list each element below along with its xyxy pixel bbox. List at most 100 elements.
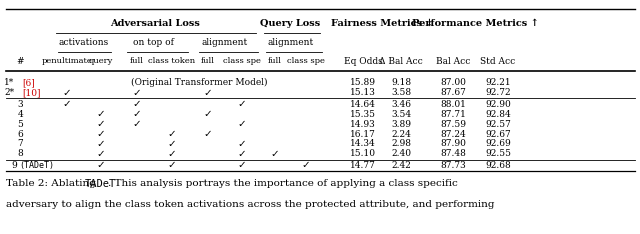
Text: 87.48: 87.48: [440, 150, 466, 158]
Text: alignment: alignment: [202, 38, 248, 47]
Text: 92.72: 92.72: [485, 88, 511, 97]
Text: 92.57: 92.57: [485, 120, 511, 128]
Text: [6]: [6]: [22, 78, 35, 87]
Text: 3.46: 3.46: [391, 100, 412, 109]
Text: 4: 4: [18, 110, 23, 119]
Text: 87.24: 87.24: [440, 130, 466, 139]
Text: ✓: ✓: [96, 129, 105, 139]
Text: full: full: [129, 57, 143, 65]
Text: 87.71: 87.71: [440, 110, 466, 119]
Text: ✓: ✓: [96, 119, 105, 129]
Text: 87.59: 87.59: [440, 120, 466, 128]
Text: 2.98: 2.98: [391, 139, 412, 148]
Text: 92.55: 92.55: [485, 150, 511, 158]
Text: class spe: class spe: [287, 57, 325, 65]
Text: ✓: ✓: [96, 149, 105, 159]
Text: 92.84: 92.84: [485, 110, 511, 119]
Text: ✓: ✓: [96, 109, 105, 119]
Text: 92.68: 92.68: [485, 161, 511, 170]
Text: ✓: ✓: [132, 88, 141, 98]
Text: Table 2: Ablating: Table 2: Ablating: [6, 179, 100, 188]
Text: ✓: ✓: [63, 88, 72, 98]
Text: ✓: ✓: [237, 99, 246, 109]
Text: (TADeT): (TADeT): [19, 161, 54, 170]
Text: ✓: ✓: [167, 129, 176, 139]
Text: ✓: ✓: [96, 139, 105, 149]
Text: 15.13: 15.13: [350, 88, 376, 97]
Text: 3.89: 3.89: [391, 120, 412, 128]
Text: 15.10: 15.10: [350, 150, 376, 158]
Text: Performance Metrics ↑: Performance Metrics ↑: [412, 19, 539, 28]
Text: adversary to align the class token activations across the protected attribute, a: adversary to align the class token activ…: [6, 200, 495, 208]
Text: 9: 9: [12, 161, 17, 170]
Text: 88.01: 88.01: [440, 100, 466, 109]
Text: 14.77: 14.77: [350, 161, 376, 170]
Text: ✓: ✓: [204, 88, 212, 98]
Text: 2.42: 2.42: [391, 161, 412, 170]
Text: 3: 3: [18, 100, 23, 109]
Text: query: query: [88, 57, 113, 65]
Text: 87.00: 87.00: [440, 78, 466, 87]
Text: 15.35: 15.35: [350, 110, 376, 119]
Text: ✓: ✓: [63, 99, 72, 109]
Text: ✓: ✓: [237, 119, 246, 129]
Text: TADeT: TADeT: [84, 179, 116, 189]
Text: ✓: ✓: [132, 99, 141, 109]
Text: 8: 8: [18, 150, 23, 158]
Text: 3.58: 3.58: [391, 88, 412, 97]
Text: 92.21: 92.21: [485, 78, 511, 87]
Text: 16.17: 16.17: [350, 130, 376, 139]
Text: 7: 7: [18, 139, 23, 148]
Text: 14.93: 14.93: [350, 120, 376, 128]
Text: 14.64: 14.64: [350, 100, 376, 109]
Text: 87.67: 87.67: [440, 88, 466, 97]
Text: class spe: class spe: [223, 57, 261, 65]
Text: 1*: 1*: [4, 78, 14, 87]
Text: Bal Acc: Bal Acc: [436, 57, 470, 66]
Text: ✓: ✓: [167, 139, 176, 149]
Text: ✓: ✓: [237, 139, 246, 149]
Text: ✓: ✓: [237, 149, 246, 159]
Text: 15.89: 15.89: [350, 78, 376, 87]
Text: 87.73: 87.73: [440, 161, 466, 170]
Text: penultimate: penultimate: [42, 57, 93, 65]
Text: ✓: ✓: [204, 129, 212, 139]
Text: full: full: [201, 57, 215, 65]
Text: Std Acc: Std Acc: [480, 57, 516, 66]
Text: Δ Bal Acc: Δ Bal Acc: [380, 57, 423, 66]
Text: ✓: ✓: [301, 161, 310, 170]
Text: alignment: alignment: [268, 38, 314, 47]
Text: ✓: ✓: [132, 109, 141, 119]
Text: . This analysis portrays the importance of applying a class specific: . This analysis portrays the importance …: [108, 179, 458, 188]
Text: ✓: ✓: [237, 161, 246, 170]
Text: ✓: ✓: [167, 161, 176, 170]
Text: ✓: ✓: [204, 109, 212, 119]
Text: 5: 5: [17, 120, 24, 128]
Text: ✓: ✓: [96, 161, 105, 170]
Text: Fairness Metrics ↓: Fairness Metrics ↓: [331, 19, 433, 28]
Text: 14.34: 14.34: [350, 139, 376, 148]
Text: Adversarial Loss: Adversarial Loss: [109, 19, 200, 28]
Text: 6: 6: [18, 130, 23, 139]
Text: 92.69: 92.69: [485, 139, 511, 148]
Text: 2.40: 2.40: [391, 150, 412, 158]
Text: Query Loss: Query Loss: [260, 19, 321, 28]
Text: full: full: [268, 57, 282, 65]
Text: 2*: 2*: [4, 88, 14, 97]
Text: (Original Transformer Model): (Original Transformer Model): [131, 78, 268, 87]
Text: #: #: [17, 57, 24, 66]
Text: activations: activations: [59, 38, 109, 47]
Text: 92.67: 92.67: [485, 130, 511, 139]
Text: class token: class token: [148, 57, 195, 65]
Text: 9.18: 9.18: [391, 78, 412, 87]
Text: [10]: [10]: [22, 88, 40, 97]
Text: ✓: ✓: [167, 149, 176, 159]
Text: on top of: on top of: [134, 38, 174, 47]
Text: 3.54: 3.54: [391, 110, 412, 119]
Text: Eq Odds: Eq Odds: [344, 57, 382, 66]
Text: ✓: ✓: [271, 149, 280, 159]
Text: 2.24: 2.24: [391, 130, 412, 139]
Text: 92.90: 92.90: [485, 100, 511, 109]
Text: 87.90: 87.90: [440, 139, 466, 148]
Text: ✓: ✓: [132, 119, 141, 129]
